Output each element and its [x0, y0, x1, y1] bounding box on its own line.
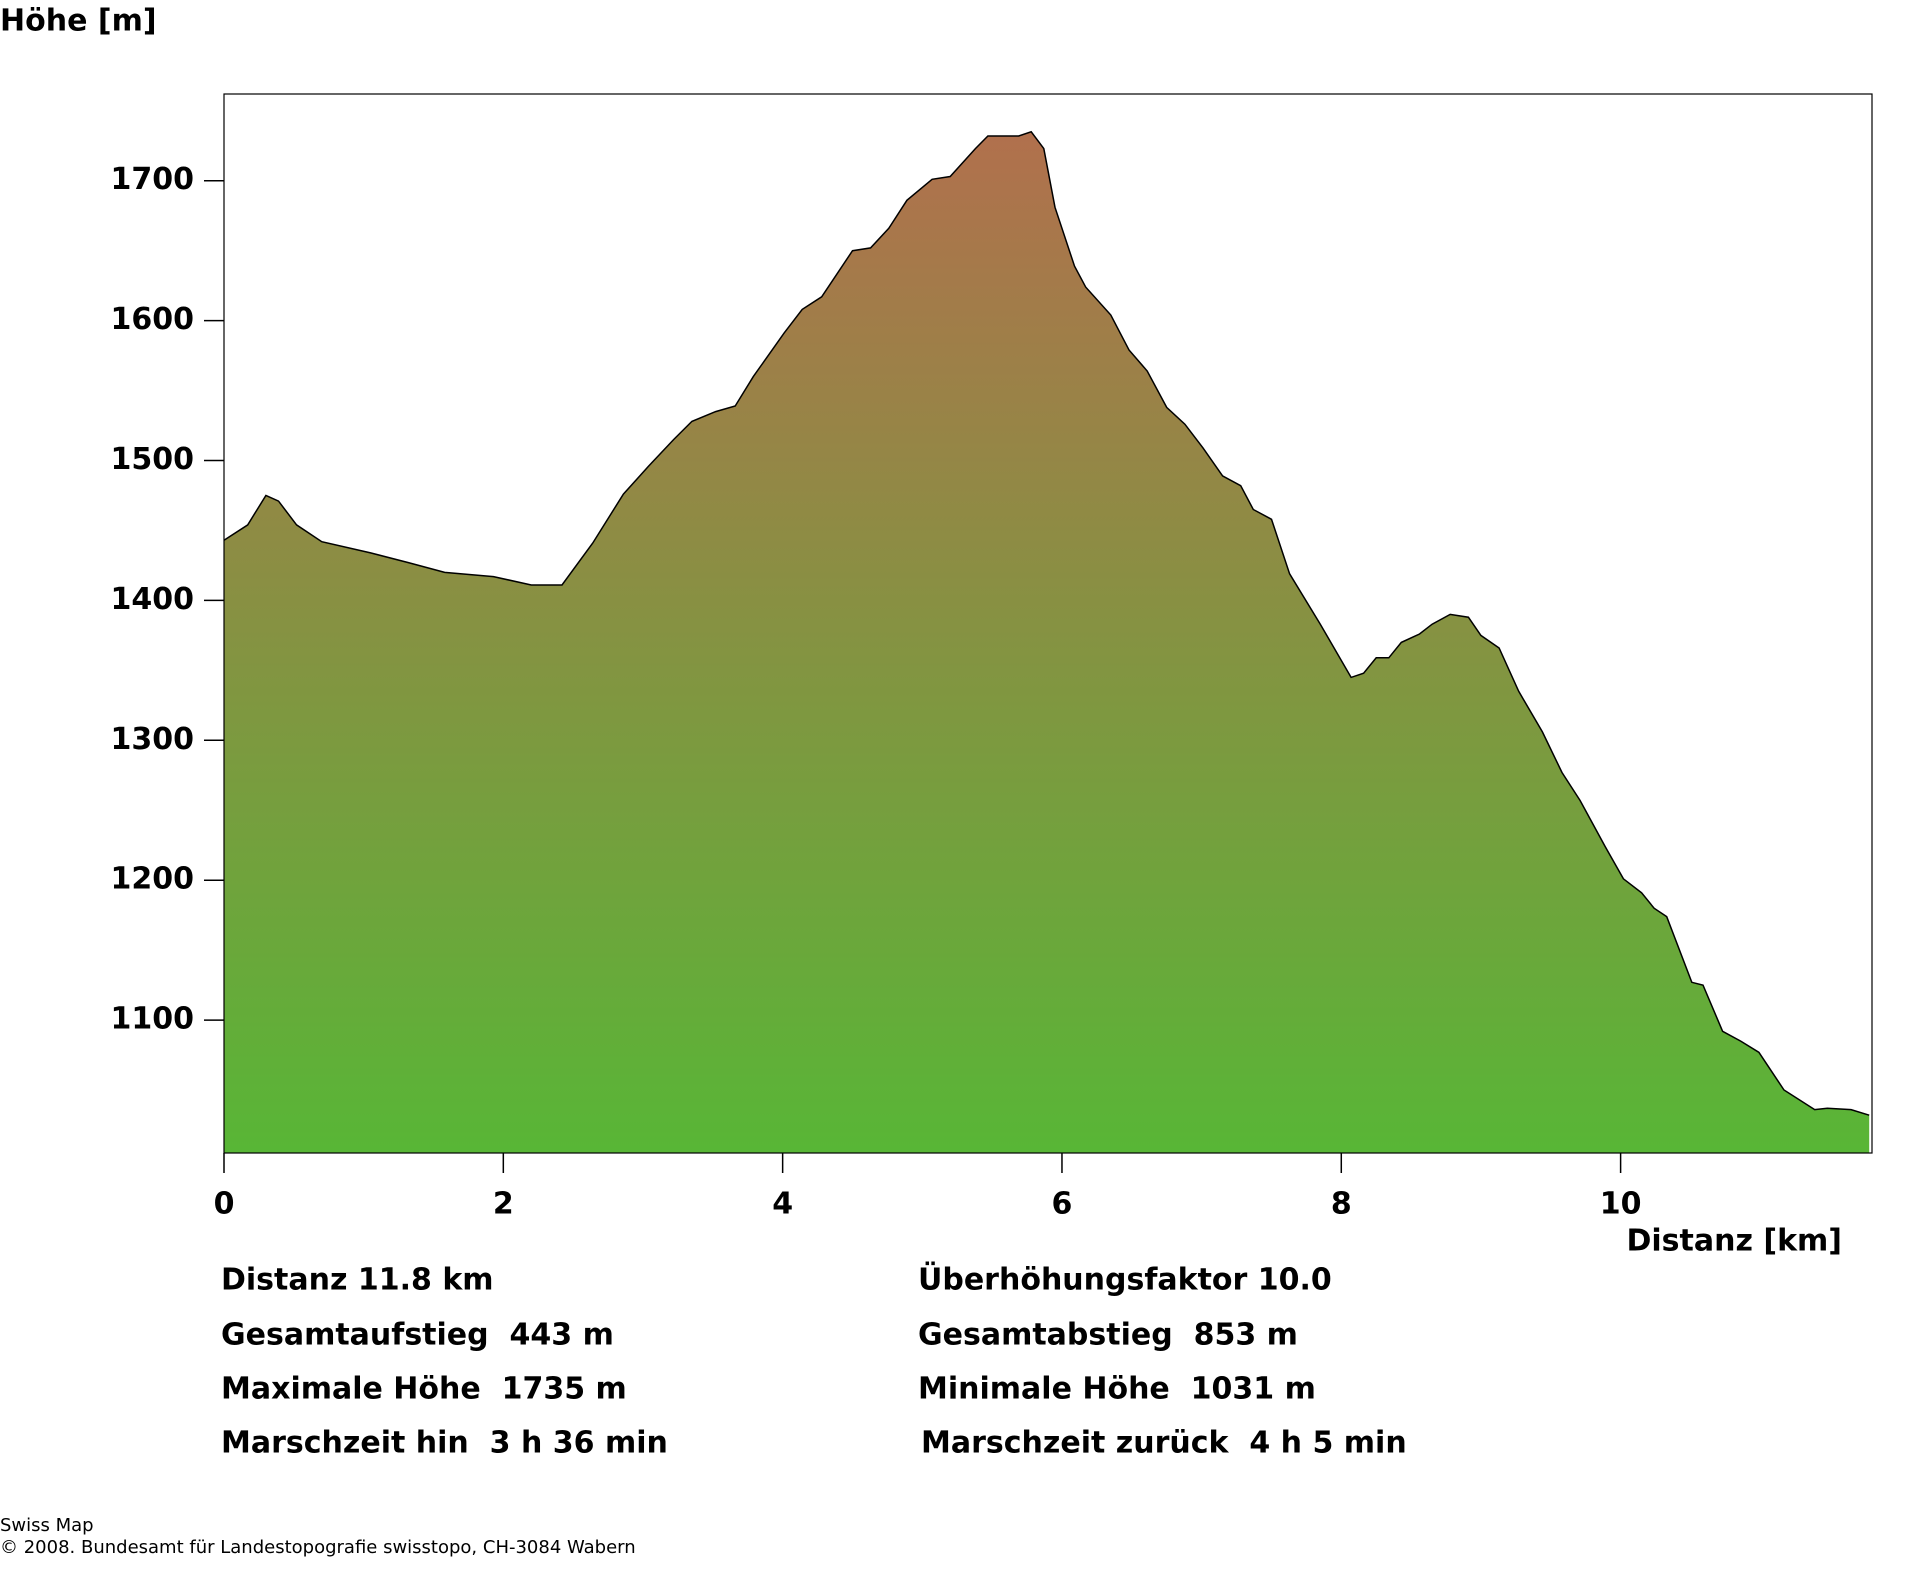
stat: Marschzeit zurück 4 h 5 min — [921, 1426, 1407, 1461]
stat: Marschzeit hin 3 h 36 min — [221, 1426, 668, 1461]
y-tick-label: 1400 — [111, 582, 195, 617]
stat: Gesamtabstieg 853 m — [918, 1318, 1298, 1353]
x-tick-label: 4 — [772, 1187, 793, 1222]
x-tick-label: 10 — [1600, 1187, 1642, 1222]
stat: Distanz 11.8 km — [221, 1263, 494, 1298]
stat: Minimale Höhe 1031 m — [918, 1372, 1316, 1407]
x-axis-title: Distanz [km] — [1626, 1224, 1842, 1259]
y-tick-label: 1100 — [111, 1002, 195, 1037]
y-tick-label: 1700 — [111, 162, 195, 197]
x-tick-label: 8 — [1331, 1187, 1352, 1222]
y-tick-label: 1300 — [111, 722, 195, 757]
x-tick-label: 0 — [214, 1187, 235, 1222]
profile-line — [223, 130, 1870, 1116]
stat: Überhöhungsfaktor 10.0 — [918, 1261, 1332, 1298]
x-tick-label: 6 — [1052, 1187, 1073, 1222]
area — [224, 131, 1870, 1154]
y-tick-label: 1200 — [111, 862, 195, 897]
y-tick-label: 1600 — [111, 302, 195, 337]
stat: Maximale Höhe 1735 m — [221, 1372, 627, 1407]
y-tick-label: 1500 — [111, 442, 195, 477]
footer-text: © 2008. Bundesamt für Landestopografie s… — [0, 1537, 636, 1558]
plot-frame — [223, 93, 1873, 1154]
footer-text: Swiss Map — [0, 1515, 94, 1536]
stat: Gesamtaufstieg 443 m — [221, 1318, 614, 1353]
x-tick-label: 2 — [493, 1187, 514, 1222]
y-axis-title: Höhe [m] — [0, 4, 157, 39]
